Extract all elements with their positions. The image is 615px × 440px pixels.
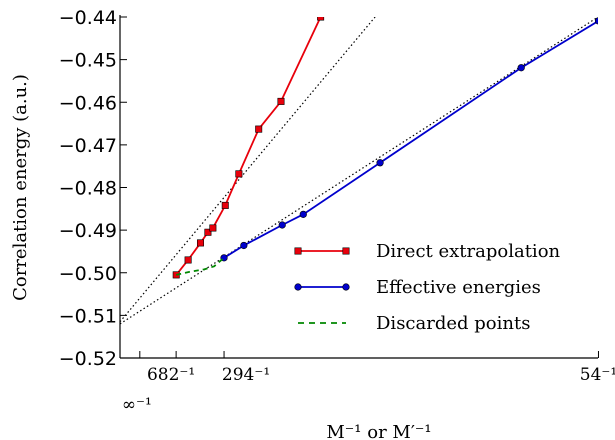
data-point xyxy=(376,159,384,167)
y-tick-label: −0.49 xyxy=(59,220,117,242)
y-tick-label: −0.46 xyxy=(59,92,117,114)
data-point xyxy=(517,64,525,72)
data-point xyxy=(240,241,248,250)
data-point xyxy=(255,125,263,133)
x-tick-label: ∞⁻¹ xyxy=(122,395,152,415)
legend-marker xyxy=(294,247,302,255)
legend-label: Discarded points xyxy=(376,313,530,334)
data-point xyxy=(209,224,217,232)
legend-label: Effective energies xyxy=(376,277,541,298)
y-tick-label: −0.47 xyxy=(59,135,117,157)
legend-label: Direct extrapolation xyxy=(376,241,561,262)
series-line-0 xyxy=(175,17,322,276)
data-point xyxy=(204,228,212,236)
x-tick-label: 682⁻¹ xyxy=(147,365,195,385)
data-point xyxy=(184,256,192,264)
y-axis-title: Correlation energy (a.u.) xyxy=(10,74,31,301)
y-tick-label: −0.48 xyxy=(59,178,117,200)
data-point xyxy=(277,97,285,105)
data-point xyxy=(299,210,307,218)
x-axis-title: M⁻¹ or M′⁻¹ xyxy=(326,422,431,440)
legend-marker xyxy=(294,283,302,291)
legend-marker xyxy=(342,283,350,291)
data-point xyxy=(235,170,243,178)
fit-line-0 xyxy=(120,17,376,323)
y-tick-label: −0.52 xyxy=(59,348,117,370)
data-point xyxy=(594,17,598,25)
y-tick-label: −0.51 xyxy=(59,305,117,327)
x-tick-label: 294⁻¹ xyxy=(222,365,270,385)
y-tick-label: −0.50 xyxy=(59,263,117,285)
y-tick-label: −0.45 xyxy=(59,50,117,72)
legend-marker xyxy=(342,247,350,255)
x-tick-label: 54⁻¹ xyxy=(580,365,615,385)
y-tick-label: −0.44 xyxy=(59,7,117,29)
axes: −0.52 −0.51 −0.50 −0.49 −0.48 −0.47 −0.46 −0.45… xyxy=(10,7,615,440)
series-layer xyxy=(172,17,598,279)
data-point xyxy=(196,239,204,247)
series-line-2 xyxy=(176,257,225,276)
legend: Direct extrapolation Effective energies Di… xyxy=(294,241,561,334)
data-point xyxy=(317,17,325,21)
data-point xyxy=(278,221,286,229)
data-point xyxy=(221,201,229,209)
